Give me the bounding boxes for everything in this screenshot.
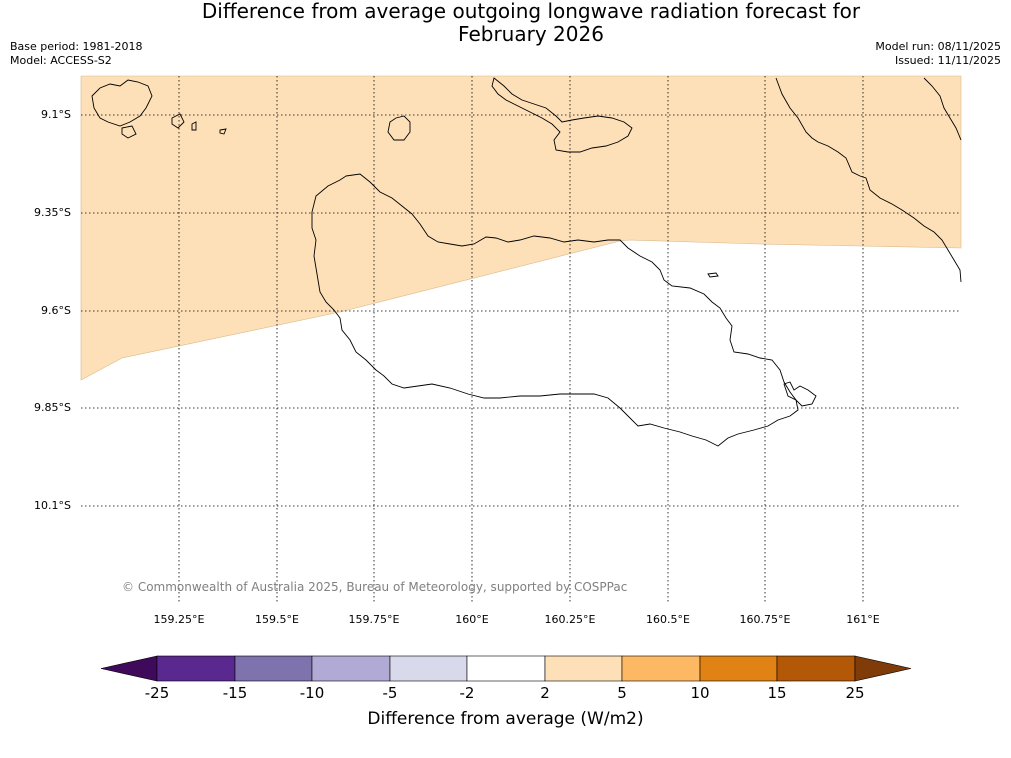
- colorbar-tick-7: 5: [617, 684, 627, 702]
- colorbar-segment-2: [234, 655, 313, 682]
- colorbar-segment-1: [156, 655, 236, 682]
- base-period: Base period: 1981-2018: [10, 40, 143, 53]
- colorbar-tick-8: 10: [690, 684, 710, 702]
- coastlines: [91, 77, 962, 447]
- colorbar-max-extension: [854, 655, 912, 682]
- copyright-notice: © Commonwealth of Australia 2025, Bureau…: [122, 580, 628, 594]
- colorbar-tick-3: -10: [299, 684, 325, 702]
- colorbar-segment-4: [389, 655, 468, 682]
- lat-label-3: 9.6°S: [41, 304, 71, 317]
- colorbar-tick-10: 25: [845, 684, 865, 702]
- chart-title: Difference from average outgoing longwav…: [0, 0, 1011, 46]
- colorbar-tick-6: 2: [540, 684, 550, 702]
- title-line-2: February 2026: [458, 22, 604, 46]
- meta-left: Base period: 1981-2018 Model: ACCESS-S2: [10, 40, 142, 68]
- colorbar-tick-5: -2: [459, 684, 475, 702]
- colorbar-tick-4: -5: [382, 684, 398, 702]
- guadalcanal-coastline: [311, 173, 799, 447]
- colorbar-segment-7: [621, 655, 701, 682]
- savo-island: [387, 115, 411, 141]
- colorbar-segment-9: [776, 655, 856, 682]
- title-line-1: Difference from average outgoing longwav…: [201, 0, 861, 23]
- lon-label-5: 160.25°E: [544, 613, 596, 626]
- colorbar-segment-3: [311, 655, 391, 682]
- lat-label-5: 10.1°S: [34, 499, 71, 512]
- colorbar-segment-8: [699, 655, 778, 682]
- lat-label-4: 9.85°S: [34, 401, 71, 414]
- lat-label-2: 9.35°S: [34, 206, 71, 219]
- russell-islands: [91, 79, 227, 139]
- colorbar-tick-9: 15: [767, 684, 787, 702]
- colorbar-tick-2: -15: [222, 684, 248, 702]
- model-name: Model: ACCESS-S2: [10, 54, 112, 67]
- lat-label-1: 9.1°S: [41, 108, 71, 121]
- lon-label-1: 159.25°E: [153, 613, 205, 626]
- small-islet: [707, 272, 719, 278]
- lon-gridlines: [178, 76, 864, 604]
- colorbar-segment-6: [544, 655, 623, 682]
- colorbar-tick-1: -25: [144, 684, 170, 702]
- colorbar-min-extension: [100, 655, 158, 682]
- anomaly-fill-region: [80, 75, 962, 381]
- lon-label-4: 160°E: [455, 613, 489, 626]
- florida-islands: [491, 77, 633, 153]
- marau-islets: [783, 381, 817, 407]
- lat-gridlines: [81, 114, 961, 507]
- lon-label-8: 161°E: [846, 613, 880, 626]
- meta-right: Model run: 08/11/2025 Issued: 11/11/2025: [875, 40, 1001, 68]
- lon-label-6: 160.5°E: [646, 613, 690, 626]
- lon-label-3: 159.75°E: [348, 613, 400, 626]
- malaita-north: [923, 77, 962, 141]
- lon-label-2: 159.5°E: [255, 613, 299, 626]
- model-run: Model run: 08/11/2025: [875, 40, 1001, 53]
- malaita-coast: [775, 77, 962, 283]
- issued-date: Issued: 11/11/2025: [894, 54, 1001, 67]
- colorbar-segment-5: [466, 655, 546, 682]
- lon-label-7: 160.75°E: [739, 613, 791, 626]
- colorbar-title: Difference from average (W/m2): [367, 709, 644, 729]
